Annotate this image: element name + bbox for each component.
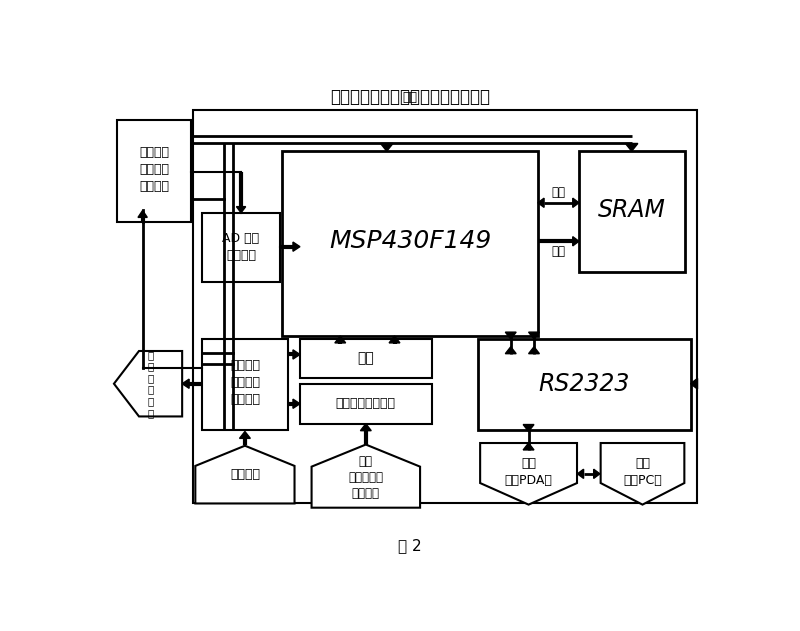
Bar: [300, 339, 432, 377]
Text: 电源输入: 电源输入: [230, 468, 260, 481]
Polygon shape: [506, 347, 516, 354]
Polygon shape: [182, 379, 189, 388]
Polygon shape: [480, 443, 577, 505]
Polygon shape: [523, 425, 534, 432]
Polygon shape: [626, 143, 638, 151]
Polygon shape: [138, 211, 147, 218]
Polygon shape: [523, 443, 534, 450]
Text: SRAM: SRAM: [598, 199, 666, 223]
Text: MSP430F149: MSP430F149: [329, 229, 491, 253]
Text: 模拟信号调理电路: 模拟信号调理电路: [336, 398, 396, 410]
Text: 电源芯片
（外围器
件供电）: 电源芯片 （外围器 件供电）: [230, 358, 260, 406]
Polygon shape: [578, 469, 584, 478]
Polygon shape: [311, 445, 420, 508]
Text: 传
感
器
电
源
输: 传 感 器 电 源 输: [147, 350, 154, 418]
Bar: [300, 384, 432, 424]
Bar: [202, 213, 280, 282]
Bar: [117, 121, 191, 222]
Text: RS2323: RS2323: [538, 372, 630, 396]
Polygon shape: [293, 242, 300, 251]
Polygon shape: [506, 332, 516, 339]
Polygon shape: [601, 443, 684, 505]
Text: 电源芯片
（核心器
件供电）: 电源芯片 （核心器 件供电）: [139, 146, 170, 193]
Text: 地址: 地址: [551, 245, 565, 258]
Polygon shape: [239, 432, 250, 439]
Text: 数据: 数据: [551, 186, 565, 199]
Polygon shape: [690, 379, 698, 389]
Polygon shape: [389, 336, 400, 343]
Polygon shape: [381, 143, 393, 151]
Bar: [579, 151, 685, 272]
Text: AD 参考
电源芯片: AD 参考 电源芯片: [222, 232, 260, 262]
Text: 数据: 数据: [402, 91, 418, 103]
Polygon shape: [573, 237, 579, 246]
Text: 串口
（连PC）: 串口 （连PC）: [623, 457, 662, 487]
Bar: [478, 339, 690, 430]
Text: 串口
（连PDA）: 串口 （连PDA）: [505, 457, 553, 487]
Text: 图 2: 图 2: [398, 538, 422, 553]
Polygon shape: [335, 336, 346, 343]
Polygon shape: [293, 350, 300, 359]
Polygon shape: [293, 399, 300, 408]
Polygon shape: [529, 332, 539, 339]
Polygon shape: [573, 198, 579, 208]
Polygon shape: [529, 347, 539, 354]
Text: 运放: 运放: [358, 351, 374, 365]
Polygon shape: [114, 351, 182, 416]
Polygon shape: [594, 469, 600, 478]
Text: 四路
标准电流传
感器信号: 四路 标准电流传 感器信号: [348, 455, 383, 500]
Polygon shape: [361, 424, 371, 431]
Polygon shape: [538, 198, 544, 208]
Bar: [202, 339, 287, 430]
Bar: [193, 110, 697, 503]
Polygon shape: [237, 206, 246, 213]
Text: 手持式故障诊断仪下位机电路示意图: 手持式故障诊断仪下位机电路示意图: [330, 88, 490, 106]
Polygon shape: [195, 445, 294, 504]
Bar: [282, 151, 538, 336]
